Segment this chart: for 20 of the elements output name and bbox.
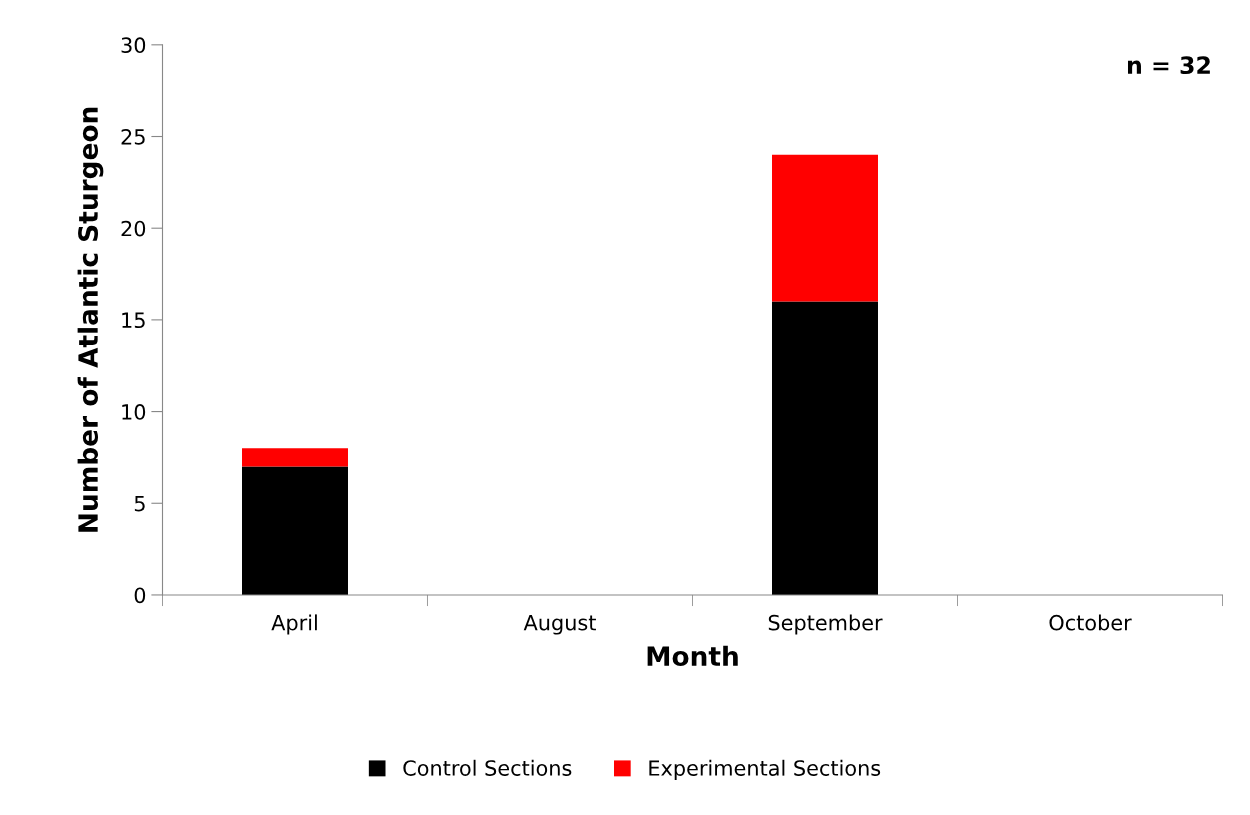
y-tick-label: 0 (134, 587, 146, 604)
x-axis-title: Month (647, 645, 738, 667)
legend-label: Control Sections (403, 759, 572, 776)
y-tick-label: 10 (122, 404, 146, 420)
bar (242, 448, 348, 467)
annotation: n = 32 (1128, 56, 1210, 75)
y-tick-label: 30 (121, 37, 146, 54)
y-axis-title: Number of Atlantic Sturgeon (77, 107, 104, 532)
bar (772, 301, 878, 595)
bar (242, 466, 348, 595)
y-tick-label: 20 (121, 220, 146, 237)
y-tick-label: 25 (121, 128, 145, 145)
x-tick-label: August (523, 615, 596, 635)
x-tick-label: April (271, 614, 317, 635)
x-tick-label: October (1049, 614, 1132, 631)
x-tick-label: September (768, 614, 883, 635)
bar (772, 154, 878, 302)
y-tick-label: 5 (134, 495, 145, 512)
y-tick-label: 15 (122, 312, 145, 329)
legend-label: Experimental Sections (649, 759, 881, 780)
